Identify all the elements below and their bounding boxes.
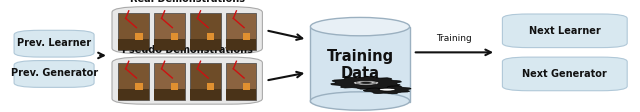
FancyBboxPatch shape xyxy=(112,57,262,104)
Bar xyxy=(171,83,179,90)
Bar xyxy=(189,39,221,50)
Circle shape xyxy=(379,88,396,91)
Text: Pseudo Demonstrations: Pseudo Demonstrations xyxy=(122,45,253,55)
Text: Next Generator: Next Generator xyxy=(522,69,607,79)
Text: Prev. Generator: Prev. Generator xyxy=(10,68,98,78)
Bar xyxy=(207,83,214,90)
Text: Prev. Learner: Prev. Learner xyxy=(17,38,91,48)
FancyBboxPatch shape xyxy=(112,7,262,54)
Text: Real Demonstrations: Real Demonstrations xyxy=(130,0,244,4)
Bar xyxy=(135,83,143,90)
Bar xyxy=(310,27,410,102)
Bar xyxy=(226,89,257,100)
Bar xyxy=(118,63,148,100)
Text: Training: Training xyxy=(436,34,472,43)
Bar xyxy=(171,33,179,40)
FancyBboxPatch shape xyxy=(14,61,94,87)
Bar xyxy=(189,89,221,100)
Bar xyxy=(118,39,148,50)
Circle shape xyxy=(353,81,379,85)
FancyBboxPatch shape xyxy=(14,30,94,57)
Bar xyxy=(154,89,184,100)
Bar xyxy=(118,89,148,100)
Bar xyxy=(189,63,221,100)
Polygon shape xyxy=(331,77,401,89)
Ellipse shape xyxy=(310,17,410,36)
FancyBboxPatch shape xyxy=(502,57,627,91)
Bar xyxy=(118,13,148,50)
Bar xyxy=(189,13,221,50)
Bar xyxy=(226,63,257,100)
Bar xyxy=(135,33,143,40)
Bar xyxy=(207,33,214,40)
Ellipse shape xyxy=(356,82,376,84)
Bar xyxy=(154,63,184,100)
Bar xyxy=(243,83,250,90)
Polygon shape xyxy=(364,85,411,94)
Bar xyxy=(226,13,257,50)
Circle shape xyxy=(360,82,372,84)
Bar xyxy=(243,33,250,40)
Ellipse shape xyxy=(310,92,410,110)
Bar xyxy=(226,39,257,50)
FancyBboxPatch shape xyxy=(502,14,627,48)
Text: Next Learner: Next Learner xyxy=(529,26,601,36)
Bar xyxy=(154,39,184,50)
Bar xyxy=(154,13,184,50)
Text: Training
Data: Training Data xyxy=(326,49,394,81)
